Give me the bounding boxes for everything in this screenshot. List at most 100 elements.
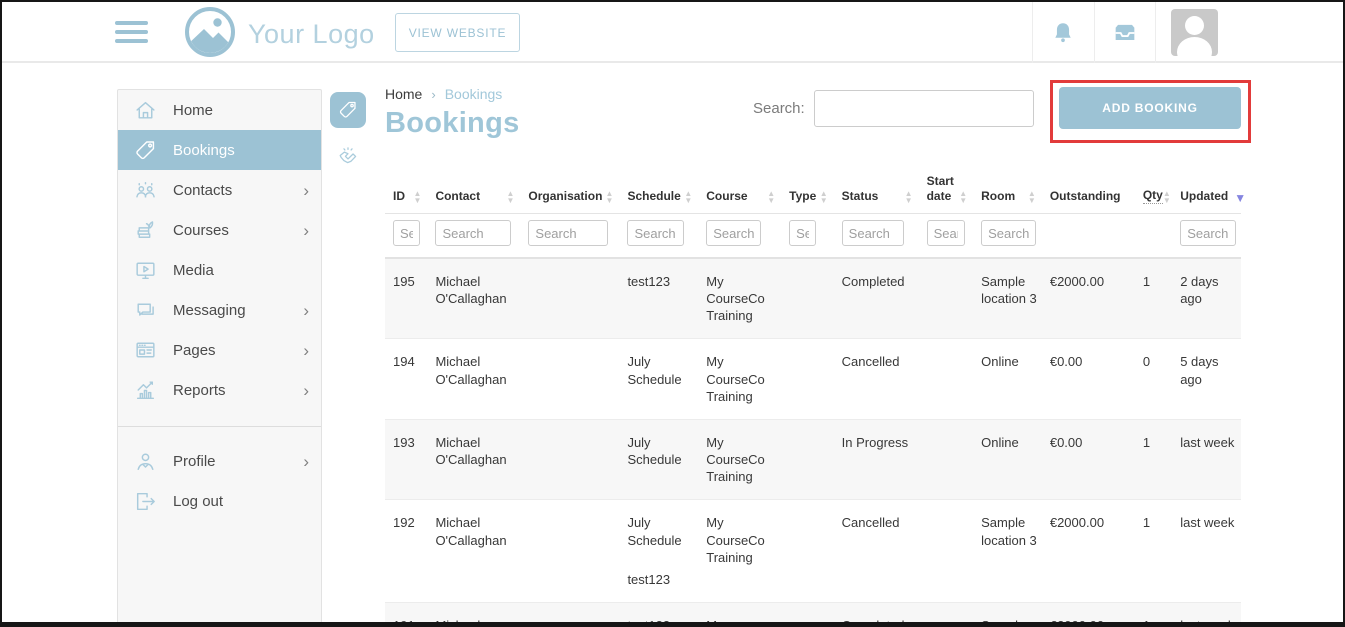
cell-qty: 1 [1134,499,1173,603]
quickbar [330,92,366,184]
filter-input-id[interactable] [393,220,420,246]
booking-row-192[interactable]: 192 Michael O'Callaghan July Schedule test1… [385,499,1241,603]
column-header-contact[interactable]: Contact ▲ ▼ [427,160,521,214]
filter-input-updated[interactable] [1180,220,1237,246]
cell-schedule: test123 [619,258,699,340]
cell-qty: 1 [1134,602,1173,622]
sidebar-item-home[interactable]: Home [118,90,321,130]
view-website-button[interactable]: VIEW WEBSITE [395,13,520,52]
cell-id: 193 [385,419,428,501]
column-header-room[interactable]: Room ▲ ▼ [973,160,1042,214]
column-header-status[interactable]: Status ▲ ▼ [833,160,919,214]
filter-input-organisation[interactable] [528,220,609,246]
cell-type [781,338,834,420]
inbox-icon[interactable] [1095,2,1155,63]
filter-input-type[interactable] [789,220,817,246]
column-label: Course [706,189,748,203]
cell-contact: Michael O'Callaghan [427,338,521,420]
breadcrumb-home-link[interactable]: Home [385,86,423,102]
filter-input-contact[interactable] [435,220,512,246]
cell-updated: last week [1172,499,1241,603]
sidebar-item-log-out[interactable]: Log out [118,481,321,521]
avatar[interactable] [1171,9,1218,56]
column-header-organisation[interactable]: Organisation ▲ ▼ [520,160,620,214]
column-label: ID [393,189,405,203]
cell-schedule: July Schedule [619,419,699,501]
cell-room: Sample location 3 [973,499,1042,603]
sidebar-item-label: Courses [173,221,229,239]
column-header-course[interactable]: Course ▲ ▼ [698,160,782,214]
cell-room: Online [973,338,1042,420]
search-input[interactable] [813,90,1034,127]
chevron-right-icon: › [303,300,309,320]
hamburger-menu-icon[interactable] [115,16,148,48]
sort-icon: ▲ ▼ [959,189,968,205]
column-header-id[interactable]: ID ▲ ▼ [385,160,428,214]
cell-updated: last week [1172,602,1241,622]
header-divider [1094,2,1095,63]
cell-schedule: July Schedule test123 [619,499,699,603]
column-header-start_date[interactable]: Start date ▲ ▼ [918,160,974,214]
sidebar-footer-nav: Profile › Log out [118,441,321,521]
quickbar-tag-icon[interactable] [330,92,366,128]
filter-input-course[interactable] [706,220,762,246]
filter-input-status[interactable] [841,220,904,246]
sidebar-item-media[interactable]: Media [118,250,321,290]
add-booking-button[interactable]: ADD BOOKING [1059,87,1241,129]
cell-id: 191 [385,602,428,622]
cell-course: My CourseCo Training [698,258,782,340]
quickbar-handshake-icon[interactable] [330,138,366,174]
filter-cell-type [781,213,834,259]
filter-input-start_date[interactable] [926,220,965,246]
column-header-qty[interactable]: Qty ▲ ▼ [1134,160,1173,214]
header-divider [1032,2,1033,63]
cell-type [781,499,834,603]
sidebar-item-courses[interactable]: Courses › [118,210,321,250]
cell-organisation [520,419,620,501]
filter-cell-outstanding [1041,213,1135,259]
filter-cell-schedule [619,213,699,259]
cell-status: Completed [833,602,919,622]
filter-input-schedule[interactable] [627,220,685,246]
contacts-icon [133,178,158,203]
column-header-type[interactable]: Type ▲ ▼ [781,160,834,214]
filter-cell-updated [1172,213,1241,259]
sidebar-item-bookings[interactable]: Bookings [118,130,321,170]
sidebar-item-label: Messaging [173,301,246,319]
cell-outstanding: €2000.00 [1041,258,1135,340]
column-header-schedule[interactable]: Schedule ▲ ▼ [619,160,699,214]
sidebar-item-reports[interactable]: Reports › [118,370,321,410]
column-label: Start date [926,174,954,203]
column-header-updated[interactable]: Updated ▼ [1172,160,1246,214]
logo-text: Your Logo [248,19,375,49]
cell-id: 194 [385,338,428,420]
column-header-outstanding[interactable]: Outstanding [1041,160,1135,214]
sidebar-item-pages[interactable]: Pages › [118,330,321,370]
sidebar-item-label: Profile [173,452,216,470]
sidebar-item-contacts[interactable]: Contacts › [118,170,321,210]
cell-organisation [520,338,620,420]
chevron-right-icon: › [303,380,309,400]
cell-type [781,419,834,501]
cell-outstanding: €0.00 [1041,419,1135,501]
filter-input-room[interactable] [981,220,1037,246]
main-content: Home › Bookings Bookings Search: ADD BOO… [385,80,1251,622]
page-title: Bookings [385,107,520,139]
booking-row-195[interactable]: 195 Michael O'Callaghan test123 My CourseCo… [385,258,1241,340]
sidebar-item-messaging[interactable]: Messaging › [118,290,321,330]
pages-icon [133,338,158,363]
cell-contact: Michael O'Callaghan [427,499,521,603]
bell-icon[interactable] [1033,2,1093,63]
filter-cell-qty [1134,213,1173,259]
booking-row-194[interactable]: 194 Michael O'Callaghan July Schedule My Co… [385,338,1241,420]
column-label: Organisation [528,189,603,203]
cell-id: 192 [385,499,428,603]
logo[interactable]: Your Logo [184,6,375,63]
sidebar-item-label: Home [173,101,214,119]
cell-start_date [918,602,974,622]
booking-row-193[interactable]: 193 Michael O'Callaghan July Schedule My Co… [385,419,1241,501]
sidebar-item-profile[interactable]: Profile › [118,441,321,481]
reports-icon [133,378,158,403]
